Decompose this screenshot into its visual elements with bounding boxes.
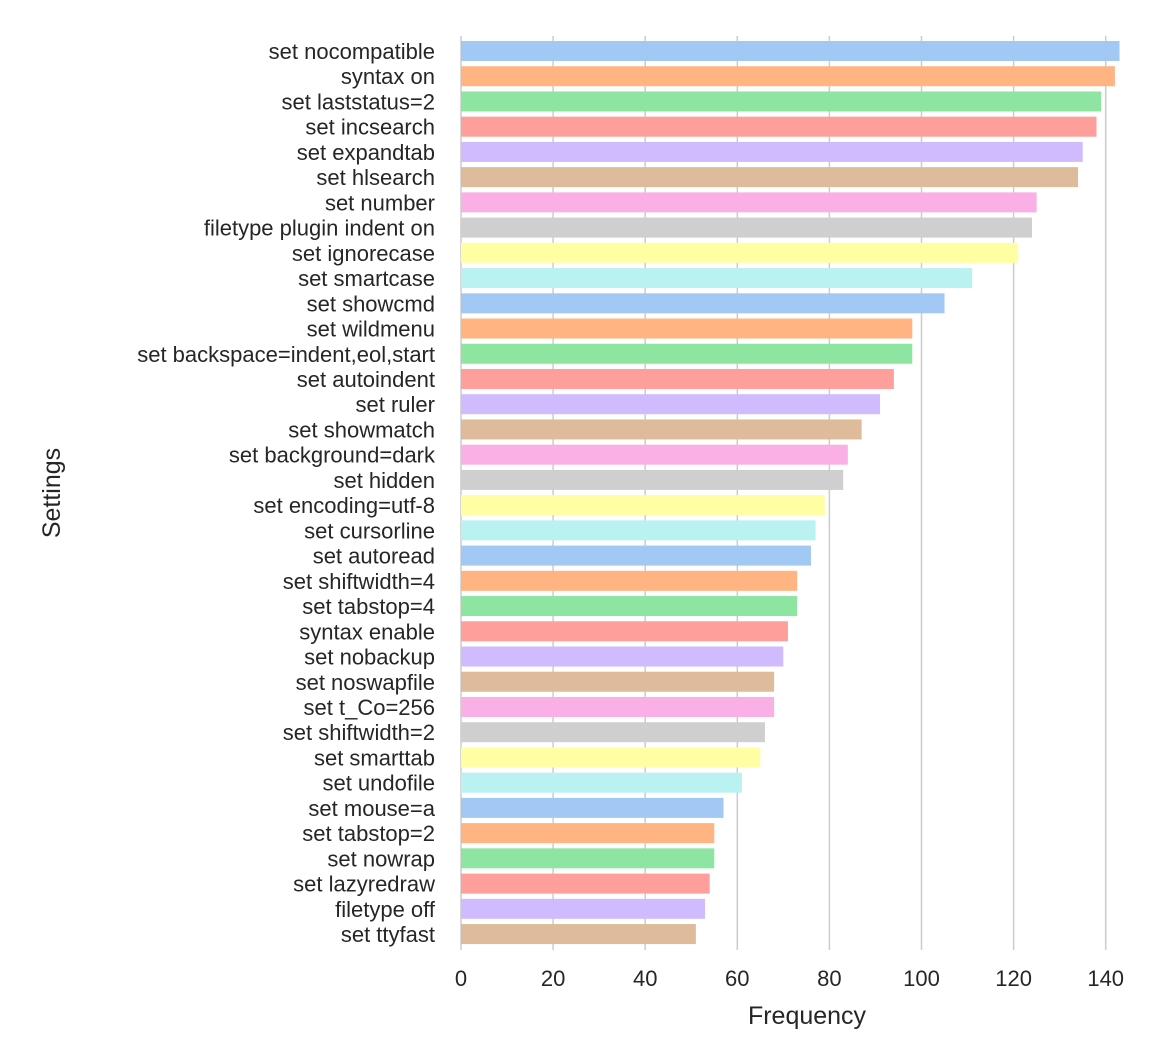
category-label: set cursorline bbox=[304, 518, 435, 543]
bar bbox=[461, 167, 1079, 188]
category-label: set ttyfast bbox=[341, 922, 435, 947]
bars bbox=[461, 41, 1120, 945]
bar bbox=[461, 621, 788, 642]
category-label: set background=dark bbox=[229, 443, 436, 468]
category-label: set incsearch bbox=[305, 115, 435, 140]
category-label: set nobackup bbox=[304, 645, 435, 670]
category-label: set expandtab bbox=[297, 140, 435, 165]
bar bbox=[461, 444, 848, 465]
category-label: syntax on bbox=[341, 64, 435, 89]
category-label: set autoindent bbox=[297, 367, 435, 392]
bar bbox=[461, 141, 1083, 162]
category-label: set smarttab bbox=[314, 745, 435, 770]
category-label: set ignorecase bbox=[292, 241, 435, 266]
category-label: set wildmenu bbox=[307, 317, 435, 342]
bar bbox=[461, 419, 862, 440]
category-label: set ruler bbox=[356, 392, 435, 417]
bar bbox=[461, 41, 1120, 61]
category-label: set smartcase bbox=[298, 266, 435, 291]
bar bbox=[461, 924, 696, 945]
bar bbox=[461, 343, 913, 364]
category-label: set showcmd bbox=[307, 291, 435, 316]
category-label: set nowrap bbox=[327, 846, 435, 871]
bar bbox=[461, 520, 816, 541]
x-axis-title: Frequency bbox=[748, 1002, 867, 1030]
category-label: set showmatch bbox=[288, 417, 435, 442]
bar bbox=[461, 570, 798, 591]
x-tick-label: 20 bbox=[541, 966, 565, 991]
x-tick-label: 0 bbox=[455, 966, 467, 991]
category-label: filetype off bbox=[335, 897, 436, 922]
x-tick-label: 80 bbox=[817, 966, 841, 991]
bar bbox=[461, 242, 1019, 263]
category-label: filetype plugin indent on bbox=[204, 216, 435, 241]
bar bbox=[461, 898, 706, 919]
bar bbox=[461, 797, 724, 818]
bar bbox=[461, 722, 765, 743]
bar bbox=[461, 696, 775, 717]
bar bbox=[461, 848, 715, 869]
category-label: set backspace=indent,eol,start bbox=[137, 342, 435, 367]
category-label: set laststatus=2 bbox=[282, 89, 435, 114]
category-label: set tabstop=2 bbox=[302, 821, 435, 846]
category-label: syntax enable bbox=[299, 619, 435, 644]
category-label: set noswapfile bbox=[296, 670, 435, 695]
bar bbox=[461, 747, 761, 768]
x-tick-label: 40 bbox=[633, 966, 657, 991]
x-tick-label: 140 bbox=[1087, 966, 1124, 991]
category-label: set mouse=a bbox=[308, 796, 435, 821]
x-tick-label: 120 bbox=[995, 966, 1032, 991]
category-label: set nocompatible bbox=[269, 39, 435, 64]
x-tick-labels: 0 20 40 60 80 100 120 140 bbox=[455, 966, 1124, 991]
gridlines bbox=[460, 36, 1107, 950]
x-tick-label: 60 bbox=[725, 966, 749, 991]
category-label: set encoding=utf-8 bbox=[253, 493, 435, 518]
category-label: set lazyredraw bbox=[293, 872, 435, 897]
category-label: set hidden bbox=[333, 468, 435, 493]
bar bbox=[461, 671, 775, 692]
bar bbox=[461, 873, 710, 894]
category-label: set tabstop=4 bbox=[302, 594, 435, 619]
category-label: set t_Co=256 bbox=[304, 695, 435, 720]
category-label: set undofile bbox=[322, 771, 435, 796]
category-label: set shiftwidth=4 bbox=[283, 569, 435, 594]
bar bbox=[461, 469, 844, 490]
bar bbox=[461, 596, 798, 617]
y-axis-title: Settings bbox=[38, 448, 66, 538]
bar bbox=[461, 116, 1097, 137]
category-label: set shiftwidth=2 bbox=[283, 720, 435, 745]
category-label: set hlsearch bbox=[316, 165, 435, 190]
bar bbox=[461, 823, 715, 844]
category-label: set number bbox=[325, 190, 435, 215]
bar bbox=[461, 318, 913, 339]
x-tick-label: 100 bbox=[903, 966, 940, 991]
bar bbox=[461, 772, 742, 793]
bar bbox=[461, 495, 825, 516]
bar bbox=[461, 368, 894, 389]
bar bbox=[461, 545, 811, 566]
bar bbox=[461, 268, 973, 289]
bar bbox=[461, 91, 1102, 112]
bar bbox=[461, 394, 881, 415]
bar bbox=[461, 66, 1115, 87]
bar bbox=[461, 293, 945, 314]
category-label: set autoread bbox=[313, 544, 435, 569]
bar bbox=[461, 192, 1037, 213]
bar bbox=[461, 646, 784, 667]
bar bbox=[461, 217, 1033, 238]
